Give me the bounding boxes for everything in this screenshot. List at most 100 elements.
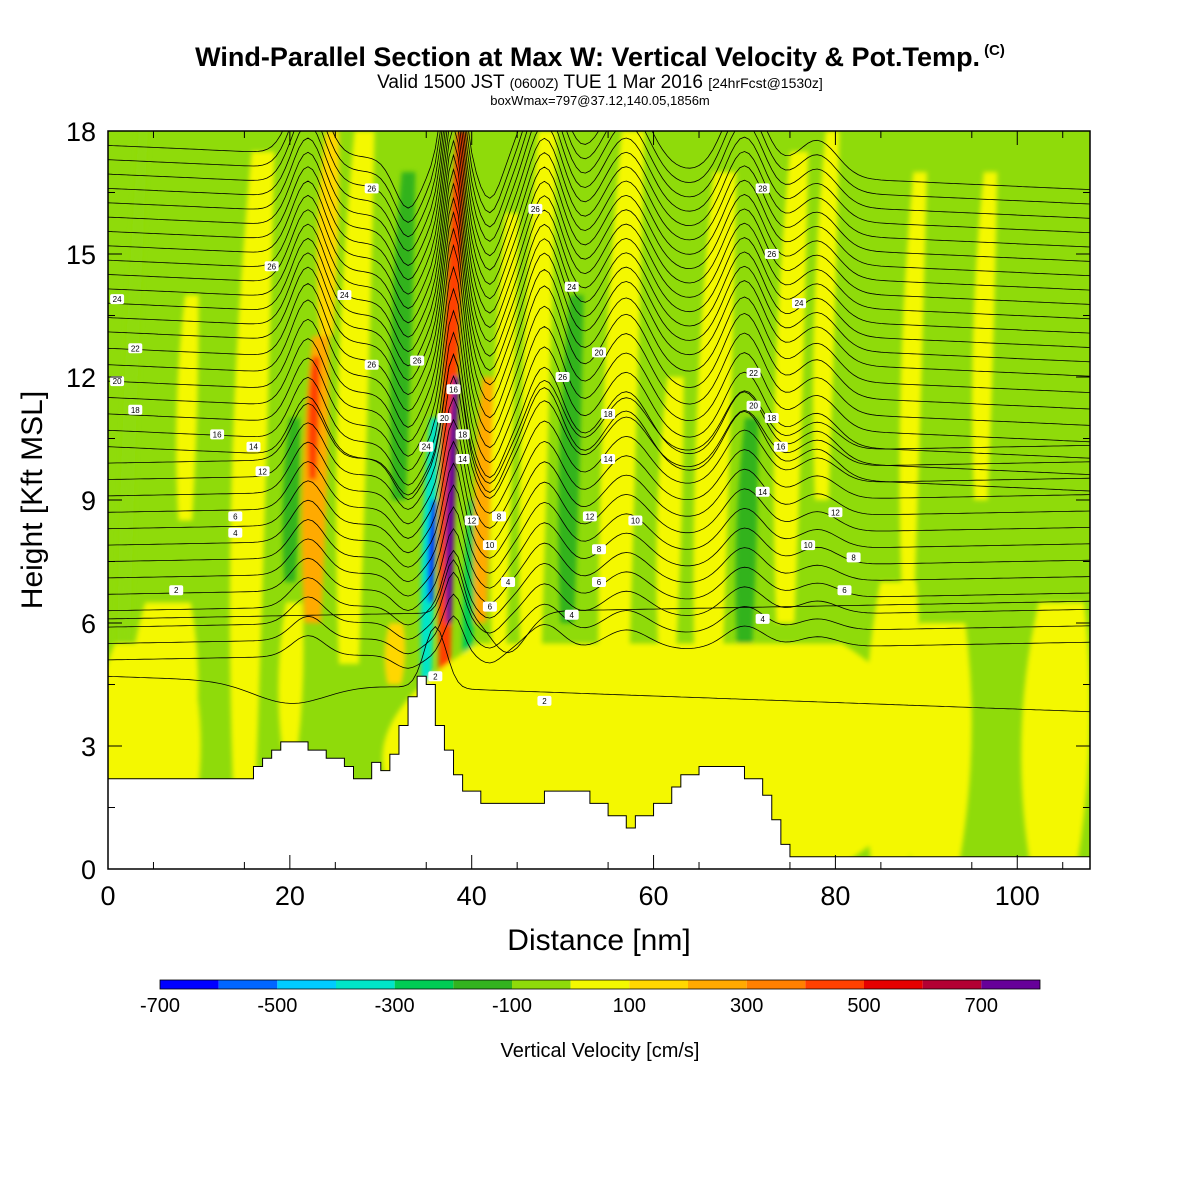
valid-time: Valid 1500 JST: [377, 72, 505, 93]
isentrope-line: [108, 265, 1090, 443]
contour-label: 26: [528, 203, 543, 214]
velocity-band: [229, 151, 275, 787]
contour-label: 26: [264, 261, 279, 272]
contour-label: 2: [169, 585, 184, 596]
svg-text:24: 24: [567, 283, 576, 292]
colorbar-swatch: [922, 980, 982, 989]
svg-text:26: 26: [558, 373, 567, 382]
contour-label: 2: [537, 695, 552, 706]
svg-text:4: 4: [233, 529, 238, 538]
svg-text:24: 24: [422, 443, 431, 452]
svg-text:20: 20: [440, 414, 449, 423]
contour-label: 14: [755, 486, 770, 497]
chart-title-text: Wind-Parallel Section at Max W: Vertical…: [195, 42, 981, 72]
velocity-band: [773, 151, 809, 623]
contour-label: 18: [601, 408, 616, 419]
colorbar-title: Vertical Velocity [cm/s]: [501, 1040, 700, 1062]
svg-text:6: 6: [597, 578, 602, 587]
svg-text:14: 14: [604, 455, 613, 464]
isentrope-line: [108, 625, 1090, 713]
svg-text:12: 12: [831, 508, 840, 517]
svg-text:20: 20: [595, 348, 604, 357]
svg-text:16: 16: [449, 385, 458, 394]
contour-label: 16: [446, 384, 461, 395]
isentrope-line: [108, 227, 1090, 412]
svg-text:2: 2: [174, 586, 179, 595]
isentrope-line: [108, 153, 1090, 338]
isentrope-line: [108, 375, 1090, 510]
isentrope-line: [108, 484, 1090, 583]
svg-text:26: 26: [267, 262, 276, 271]
svg-text:6: 6: [488, 603, 493, 612]
colorbar-swatch: [512, 980, 571, 989]
velocity-band: [813, 131, 840, 500]
isentrope-line: [108, 196, 1090, 381]
contour-label: 8: [491, 511, 506, 522]
svg-text:8: 8: [851, 553, 856, 562]
contour-label: 6: [482, 601, 497, 612]
boxwmax-info: boxWmax=797@37.12,140.05,1856m: [490, 93, 710, 108]
y-tick-label: 3: [81, 732, 96, 762]
contour-label: 10: [801, 540, 816, 551]
forecast-info: [24hrFcst@1530z]: [708, 75, 823, 91]
isentrope-line: [108, 131, 1090, 223]
contour-label: 4: [228, 527, 243, 538]
svg-text:24: 24: [113, 295, 122, 304]
svg-text:10: 10: [631, 517, 640, 526]
isentrope-line: [108, 131, 1090, 309]
svg-text:10: 10: [485, 541, 494, 550]
y-tick-label: 6: [81, 609, 96, 639]
contour-label: 20: [592, 347, 606, 358]
isentrope-line: [108, 168, 1090, 353]
isentrope-line: [108, 440, 1090, 554]
isentrope-line: [108, 418, 1090, 539]
colorbar-swatch: [688, 980, 747, 989]
svg-text:4: 4: [506, 578, 511, 587]
svg-text:18: 18: [458, 430, 467, 439]
svg-text:6: 6: [233, 512, 238, 521]
contour-label: 14: [246, 441, 261, 452]
colorbar-label: 500: [847, 995, 880, 1017]
svg-text:26: 26: [767, 250, 776, 259]
svg-text:8: 8: [597, 545, 602, 554]
svg-text:18: 18: [604, 410, 613, 419]
svg-text:14: 14: [249, 443, 258, 452]
isentrope-line: [108, 615, 1090, 669]
contour-label: 10: [482, 540, 497, 551]
contour-label: 14: [601, 454, 616, 464]
y-tick-label: 15: [66, 240, 96, 270]
contour-label: 12: [255, 466, 270, 477]
velocity-band: [390, 172, 416, 500]
contour-label: 28: [755, 183, 770, 194]
velocity-band: [656, 377, 684, 664]
isentrope-line: [108, 593, 1090, 655]
velocity-band: [473, 377, 494, 623]
contour-label: 22: [128, 343, 143, 354]
colorbar-label: 100: [613, 995, 646, 1017]
velocity-band: [317, 131, 340, 336]
svg-text:18: 18: [767, 414, 776, 423]
chart-subtitle: Valid 1500 JST (0600Z) TUE 1 Mar 2016 [2…: [0, 72, 1200, 94]
isentrope-line: [108, 131, 1090, 252]
isentrope-line: [108, 131, 1090, 266]
svg-text:26: 26: [367, 361, 376, 370]
svg-text:16: 16: [213, 430, 222, 439]
isentrope-line: [108, 287, 1090, 457]
y-tick-label: 9: [81, 486, 96, 516]
colorbar-swatch: [805, 980, 864, 989]
contour-label: 12: [582, 511, 597, 522]
velocity-band: [902, 623, 972, 869]
svg-text:12: 12: [585, 512, 594, 521]
svg-text:26: 26: [367, 184, 376, 193]
y-axis-title: Height [Kft MSL]: [16, 391, 49, 609]
isentrope-line: [108, 131, 1090, 209]
isentrope-line: [108, 131, 1090, 238]
y-tick-label: 0: [81, 855, 96, 885]
isentrope-line: [108, 571, 1090, 640]
x-tick-label: 60: [639, 881, 669, 911]
contour-label: 24: [419, 441, 434, 452]
isentrope-line: [108, 131, 1090, 281]
colorbar-swatch: [336, 980, 395, 989]
contour-label: 2: [428, 671, 443, 682]
svg-text:2: 2: [542, 697, 547, 706]
